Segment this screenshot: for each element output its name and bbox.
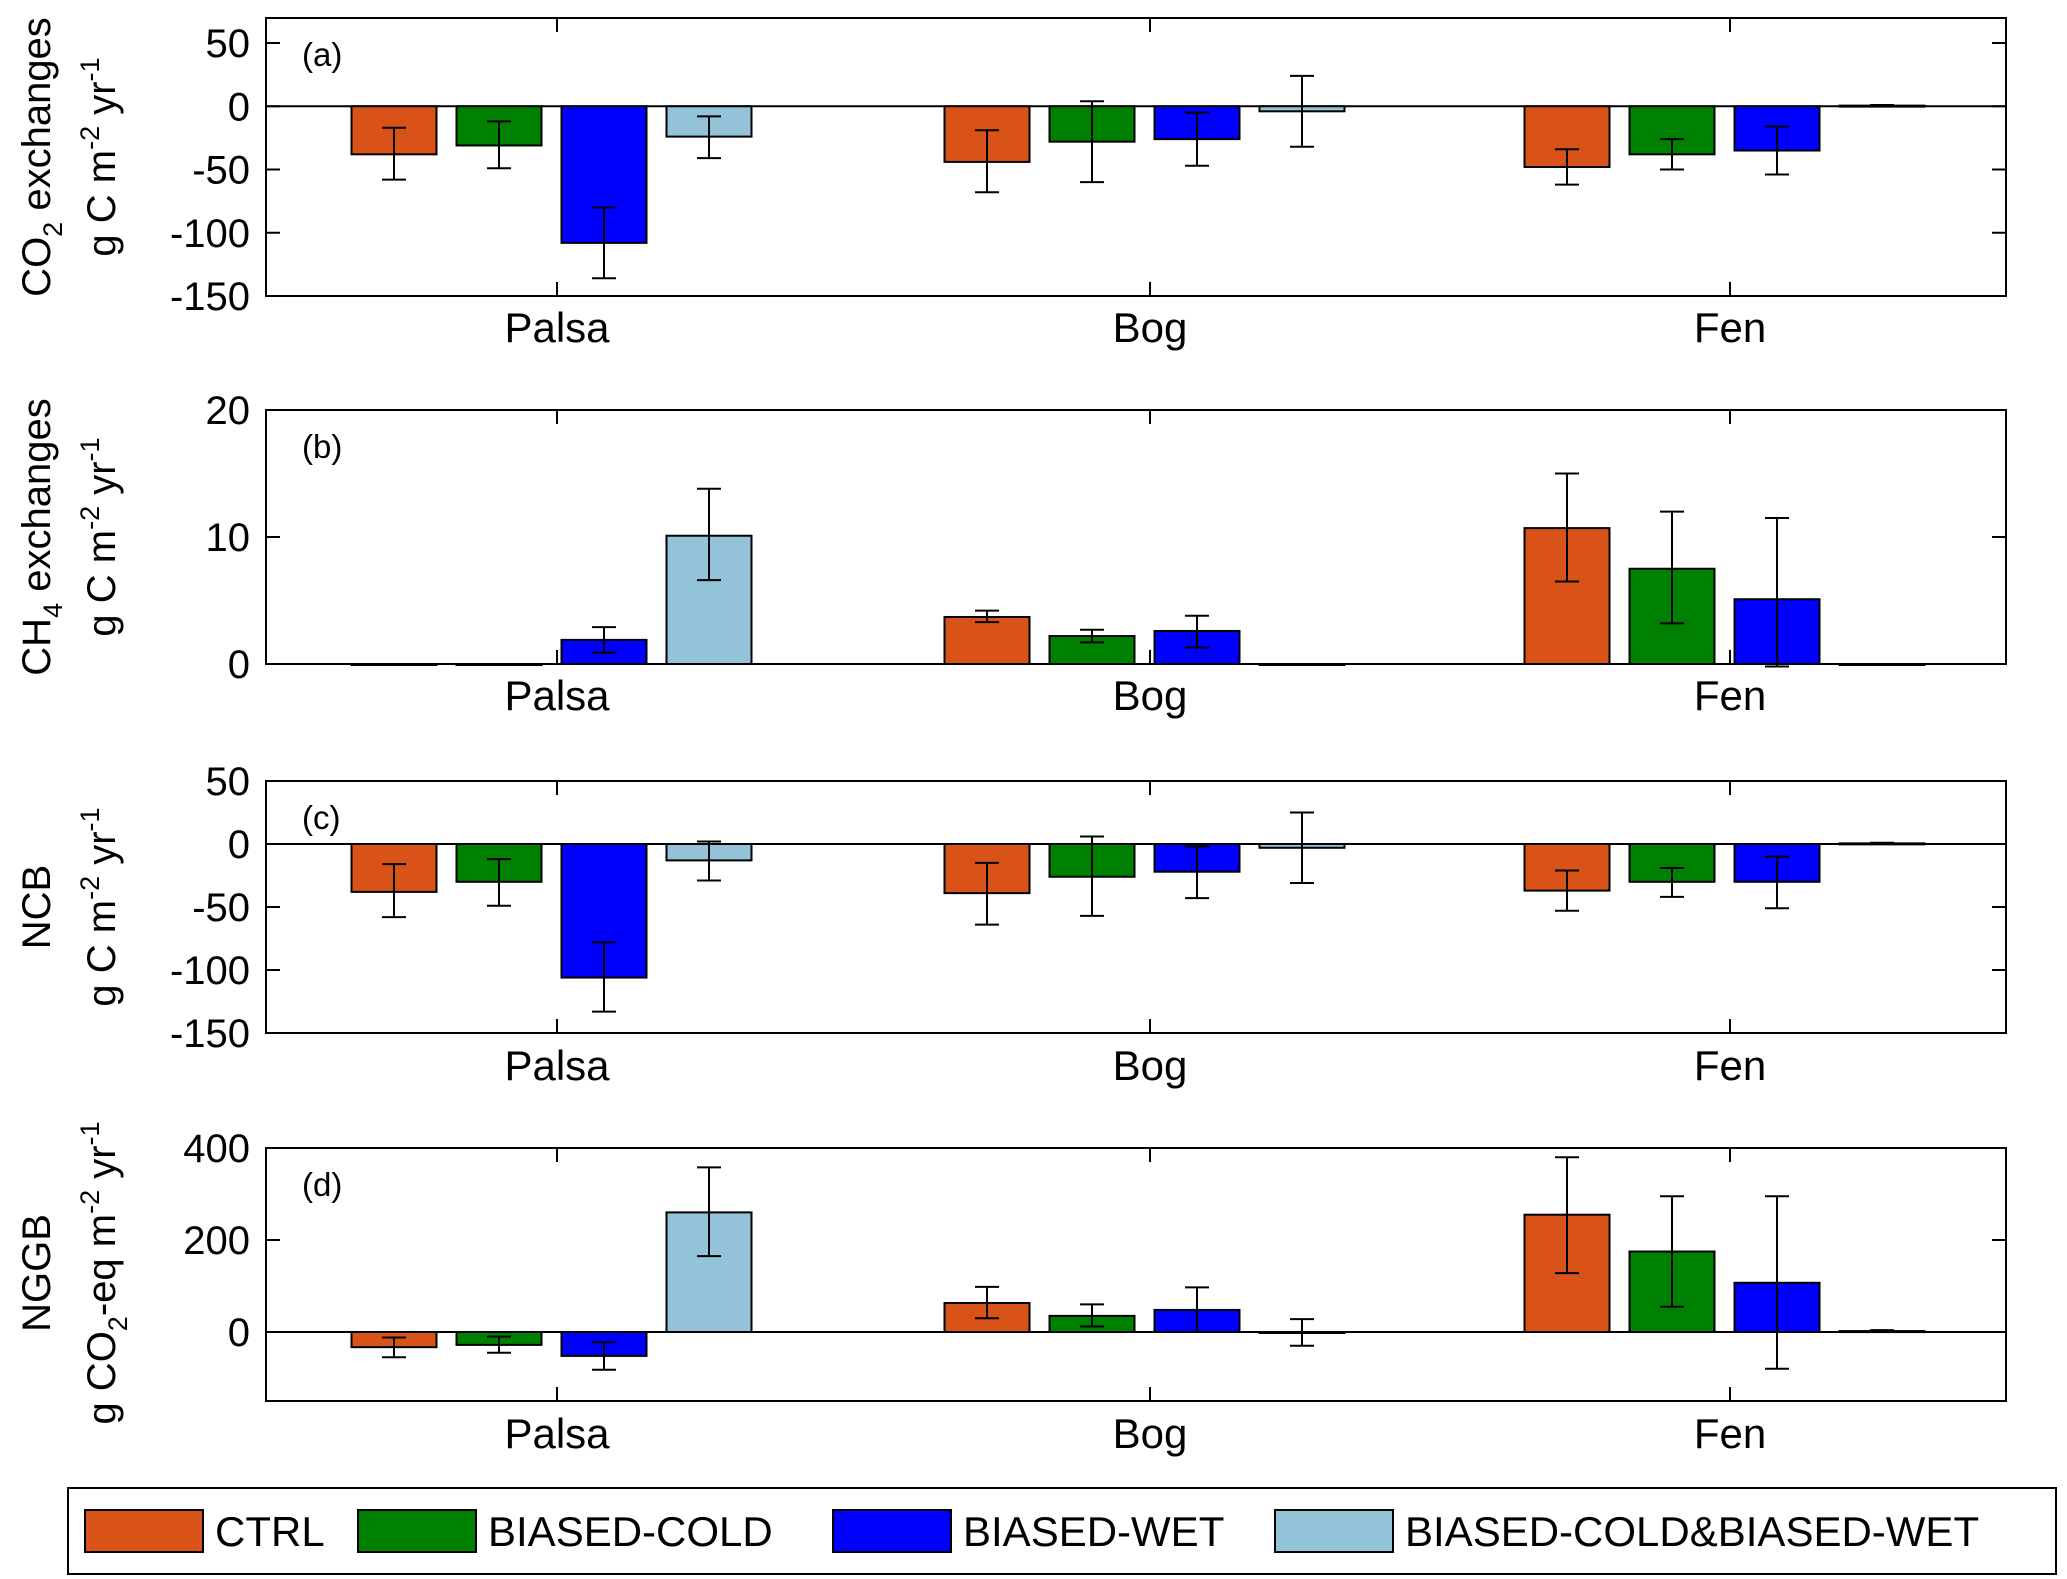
legend-label: BIASED-COLD&BIASED-WET: [1405, 1508, 1979, 1555]
y-axis-title: NCB: [15, 865, 59, 949]
bar-bog-biased-cold-biased-wet: [1258, 663, 1346, 666]
y-axis-units: g C m-2 yr-1: [75, 57, 124, 256]
legend-swatch: [84, 1509, 204, 1553]
legend-swatch: [832, 1509, 952, 1553]
category-label: Bog: [1113, 1042, 1188, 1089]
y-axis-units: g C m-2 yr-1: [75, 437, 124, 636]
y-tick-label: -100: [170, 949, 250, 993]
category-label: Palsa: [504, 304, 610, 351]
legend-swatch: [357, 1509, 477, 1553]
bar-bog-ctrl: [943, 616, 1031, 666]
legend-label: BIASED-WET: [963, 1508, 1224, 1555]
axes-box: [265, 17, 2007, 297]
category-label: Bog: [1113, 1410, 1188, 1457]
legend: CTRL BIASED-COLD BIASED-WET BIASED-COLD&BIA…: [67, 1487, 2057, 1575]
category-label: Fen: [1694, 1410, 1766, 1457]
y-tick-label: 10: [206, 516, 251, 560]
category-label: Palsa: [504, 1410, 610, 1457]
bar-palsa-biased-cold-biased-wet: [665, 534, 753, 665]
y-tick-label: 0: [228, 643, 250, 687]
bar-fen-biased-cold: [1628, 843, 1716, 883]
panel-label: (d): [302, 1166, 342, 1203]
axes-box: [265, 780, 2007, 1034]
panel-label: (b): [302, 428, 342, 465]
y-tick-label: -150: [170, 275, 250, 319]
panel-4: 0 200 400 Palsa Bog Fen (d) NGGB g CO2-eq m-2 yr…: [15, 1121, 2007, 1457]
bar-fen-biased-cold-biased-wet: [1838, 663, 1926, 666]
panel-label: (a): [302, 36, 342, 73]
y-axis-title: CO2 exchanges: [15, 17, 68, 297]
category-label: Palsa: [504, 1042, 610, 1089]
y-tick-label: 200: [183, 1219, 250, 1263]
panel-label: (c): [302, 799, 340, 836]
legend-label: CTRL: [215, 1508, 325, 1555]
category-label: Fen: [1694, 304, 1766, 351]
axes-box: [265, 1147, 2007, 1402]
category-label: Palsa: [504, 672, 610, 719]
y-tick-label: -150: [170, 1012, 250, 1056]
category-label: Fen: [1694, 672, 1766, 719]
category-label: Bog: [1113, 304, 1188, 351]
y-tick-label: 50: [206, 22, 251, 66]
category-label: Fen: [1694, 1042, 1766, 1089]
panel-1: -150 -100 -50 0 50 Palsa Bog Fen (a) CO2 exchange…: [15, 17, 2007, 351]
y-tick-label: 400: [183, 1127, 250, 1171]
y-axis-units: g CO2-eq m-2 yr-1: [75, 1121, 133, 1424]
y-tick-label: 50: [206, 760, 251, 804]
y-axis-title: NGGB: [15, 1214, 59, 1332]
y-tick-label: -50: [192, 149, 250, 193]
y-tick-label: -100: [170, 212, 250, 256]
category-label: Bog: [1113, 672, 1188, 719]
y-tick-label: 0: [228, 85, 250, 129]
y-tick-label: 0: [228, 1311, 250, 1355]
y-axis-units: g C m-2 yr-1: [75, 807, 124, 1006]
legend-label: BIASED-COLD: [488, 1508, 773, 1555]
bar-palsa-biased-cold: [455, 663, 543, 666]
y-axis-title: CH4 exchanges: [15, 398, 68, 675]
y-tick-label: 0: [228, 823, 250, 867]
legend-swatch: [1274, 1509, 1394, 1553]
panel-3: -150 -100 -50 0 50 Palsa Bog Fen (c) NCB g C m-2 y…: [15, 760, 2007, 1089]
bar-palsa-ctrl: [350, 663, 438, 666]
panel-2: 0 10 20 Palsa Bog Fen (b) CH4 exchanges g C m-2 …: [15, 389, 2007, 719]
panels: -150 -100 -50 0 50 Palsa Bog Fen (a) CO2 exchange…: [15, 17, 2007, 1457]
y-tick-label: -50: [192, 886, 250, 930]
y-tick-label: 20: [206, 389, 251, 433]
